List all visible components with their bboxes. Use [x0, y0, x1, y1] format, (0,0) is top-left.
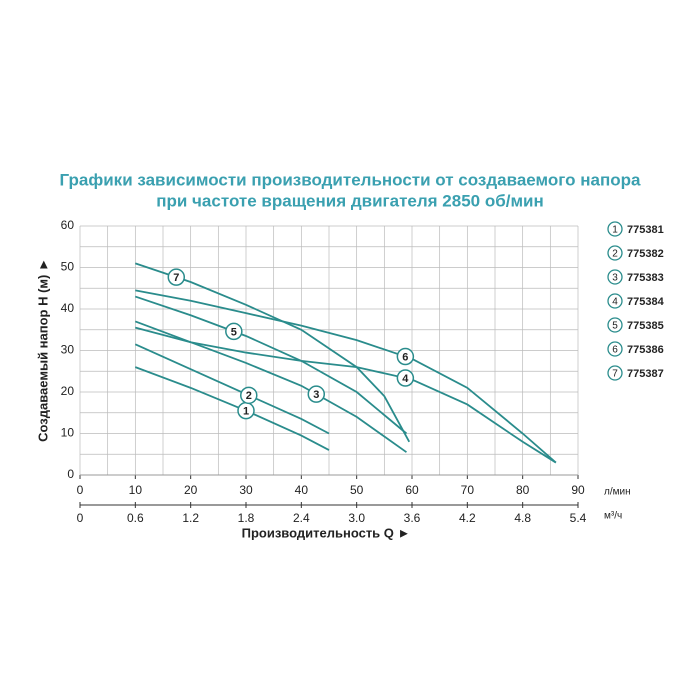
chart-title: Графики зависимости производительности о…: [60, 170, 641, 189]
legend-circle: [607, 221, 623, 237]
legend-number: 6: [612, 345, 618, 356]
legend-circle: [607, 293, 623, 309]
legend-number: 1: [612, 225, 618, 236]
curve-label: 2: [246, 390, 252, 402]
x2-tick-label: 1.8: [238, 511, 255, 525]
legend-label: 775386: [627, 344, 664, 356]
legend-label: 775381: [627, 224, 664, 236]
legend-label: 775383: [627, 272, 664, 284]
curve-label-circle: [240, 386, 258, 405]
x-tick-label: 70: [461, 483, 475, 497]
curve-label: 4: [402, 373, 409, 385]
curve-label-circle: [307, 385, 326, 403]
chart-subtitle: при частоте вращения двигателя 2850 об/м…: [156, 191, 544, 210]
curve-label: 7: [173, 272, 179, 284]
legend-number: 7: [612, 369, 618, 380]
legend-label: 775382: [627, 248, 664, 260]
x2-tick-label: 3.6: [404, 511, 421, 525]
legend-number: 2: [612, 249, 618, 260]
x-tick-label: 40: [295, 483, 309, 497]
x-tick-label: 0: [77, 483, 84, 497]
x2-tick-label: 4.2: [459, 511, 476, 525]
legend-circle: [607, 341, 623, 357]
y-tick-label: 60: [61, 218, 75, 232]
legend-number: 3: [612, 273, 618, 284]
x-tick-label: 50: [350, 483, 364, 497]
x-axis-title: Производительность Q ►: [242, 525, 411, 540]
legend-circle: [607, 245, 623, 261]
legend-label: 775385: [627, 320, 664, 332]
x-tick-label: 80: [516, 483, 530, 497]
legend-circle: [607, 269, 623, 285]
curve-label: 3: [313, 389, 319, 401]
x-tick-label: 10: [129, 483, 143, 497]
x2-tick-label: 0: [77, 511, 84, 525]
curve-label-circle: [167, 268, 186, 286]
curve-label-circle: [225, 322, 243, 341]
series-line: [135, 320, 407, 453]
y-tick-label: 50: [61, 260, 75, 274]
y-tick-label: 0: [67, 467, 74, 481]
legend-label: 775384: [627, 296, 665, 308]
x2-tick-label: 2.4: [293, 511, 310, 525]
x-unit: л/мин: [604, 487, 631, 498]
series-line: [135, 366, 330, 451]
x2-tick-label: 5.4: [570, 511, 587, 525]
series-line: [135, 326, 557, 464]
series-line: [135, 295, 408, 435]
x2-tick-label: 1.2: [182, 511, 199, 525]
legend-number: 4: [612, 297, 618, 308]
curve-label: 1: [243, 406, 249, 418]
curve-label: 5: [231, 326, 237, 338]
x2-tick-label: 0.6: [127, 511, 144, 525]
x-tick-label: 30: [239, 483, 253, 497]
legend-circle: [607, 365, 623, 381]
x-tick-label: 90: [571, 483, 585, 497]
y-axis-title: Создаваемый напор Н (м) ►: [35, 258, 50, 442]
x-tick-label: 60: [405, 483, 419, 497]
series-line: [135, 262, 411, 443]
y-tick-label: 30: [61, 343, 75, 357]
x2-tick-label: 4.8: [514, 511, 531, 525]
x-tick-label: 20: [184, 483, 198, 497]
y-tick-label: 40: [61, 301, 75, 315]
curve-label-circle: [396, 369, 415, 387]
series-line: [135, 289, 557, 464]
x2-unit: м³/ч: [604, 511, 622, 522]
legend-label: 775387: [627, 368, 664, 380]
legend-circle: [607, 317, 623, 333]
legend-number: 5: [612, 321, 618, 332]
curve-label: 6: [402, 351, 408, 363]
y-tick-label: 20: [61, 384, 75, 398]
y-tick-label: 10: [61, 426, 75, 440]
curve-label-circle: [396, 347, 415, 366]
x2-tick-label: 3.0: [348, 511, 365, 525]
